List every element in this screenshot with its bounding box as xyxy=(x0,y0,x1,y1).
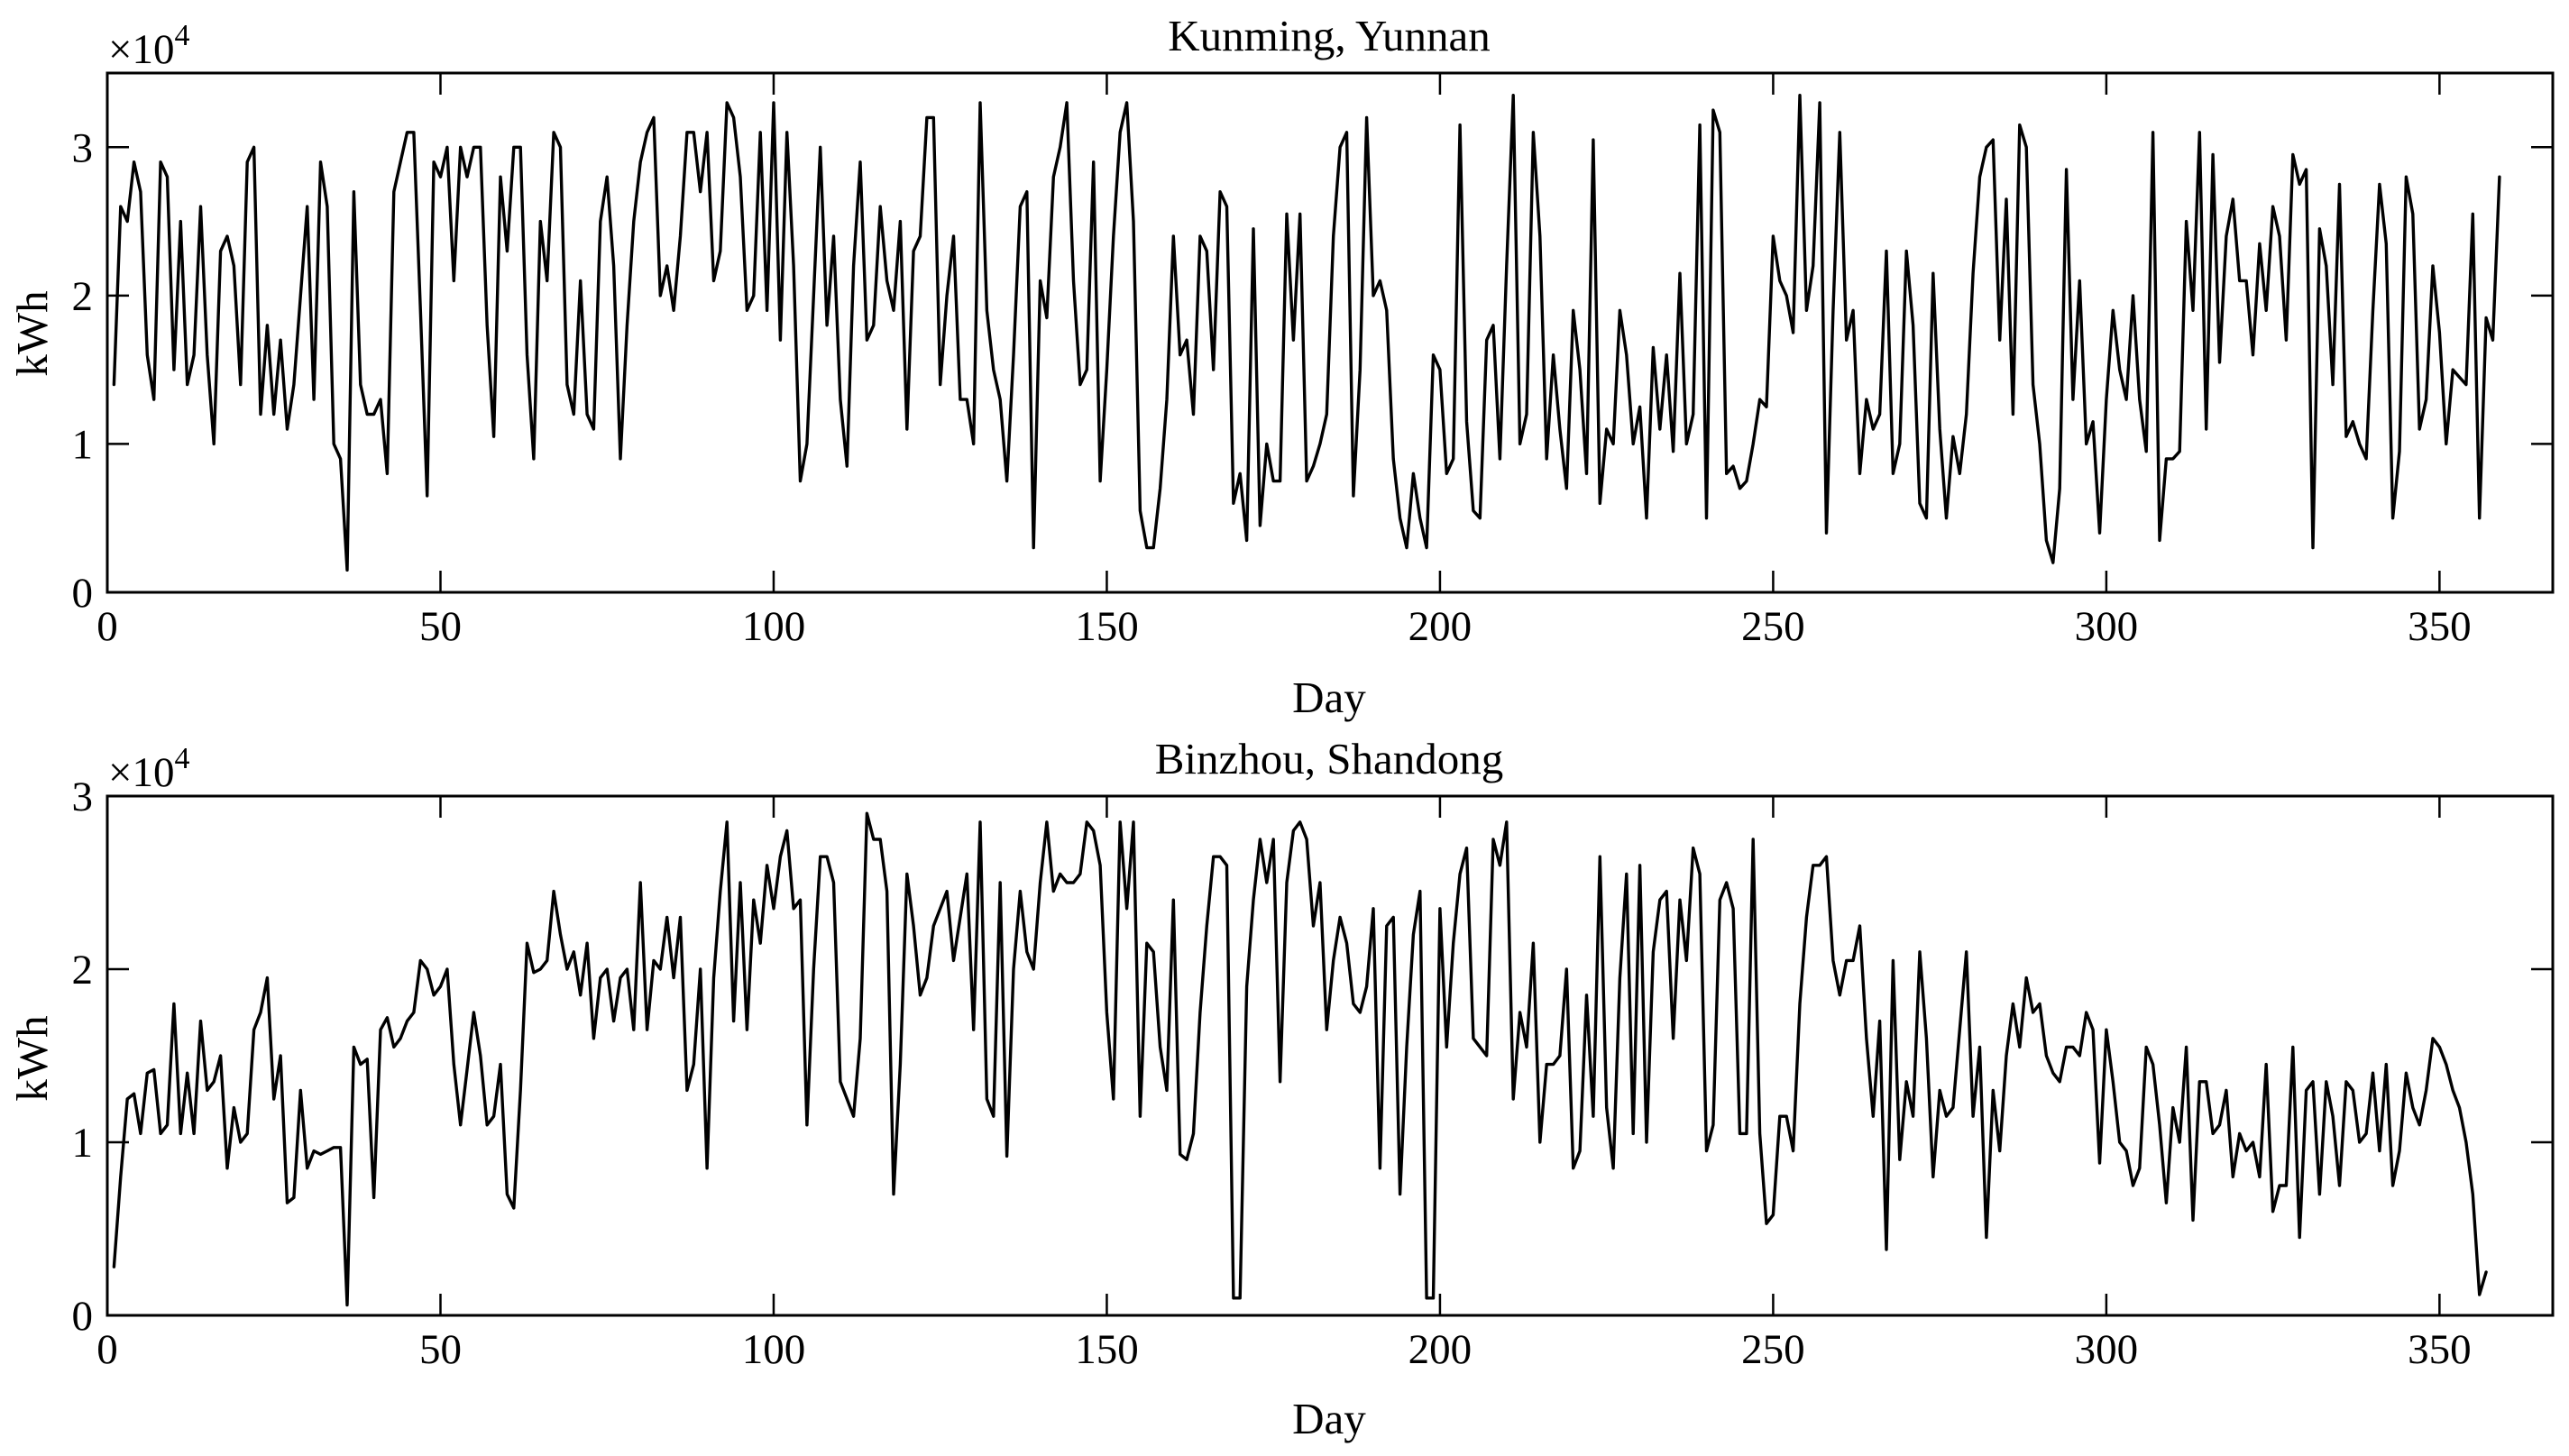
x-tick-label: 300 xyxy=(2075,1326,2139,1373)
y-tick-label: 1 xyxy=(72,421,94,468)
x-axis-label: Day xyxy=(1292,1394,1366,1443)
x-tick-label: 350 xyxy=(2408,1326,2472,1373)
y-tick-label: 1 xyxy=(72,1120,94,1167)
exponent-base: ×10 xyxy=(108,749,175,796)
chart-title: Binzhou, Shandong xyxy=(1155,734,1504,783)
y-tick-label: 0 xyxy=(72,1293,94,1340)
x-tick-label: 300 xyxy=(2075,603,2139,650)
x-tick-label: 50 xyxy=(419,1326,462,1373)
x-axis-label: Day xyxy=(1292,673,1366,722)
exponent-label: ×104 xyxy=(108,19,190,73)
exponent-label: ×104 xyxy=(108,742,190,796)
y-tick-label: 2 xyxy=(72,273,94,320)
exponent-power: 4 xyxy=(175,742,190,775)
x-tick-label: 0 xyxy=(96,1326,118,1373)
x-tick-label: 200 xyxy=(1408,603,1473,650)
y-tick-label: 0 xyxy=(72,570,94,617)
y-tick-label: 3 xyxy=(72,774,94,820)
chart-binzhou: Binzhou, Shandong ×104 kWh Day 0 50 100 150… xyxy=(7,734,2555,1443)
series-line-binzhou xyxy=(112,811,2488,1307)
x-tick-label: 150 xyxy=(1075,603,1139,650)
x-tick-label: 150 xyxy=(1075,1326,1139,1373)
plot-frame xyxy=(106,71,2555,594)
x-tick-label: 250 xyxy=(1741,603,1805,650)
x-tick-label: 100 xyxy=(742,1326,806,1373)
x-tick-label: 50 xyxy=(419,603,462,650)
x-tick-label: 250 xyxy=(1741,1326,1805,1373)
exponent-base: ×10 xyxy=(108,26,175,73)
x-tick-label: 350 xyxy=(2408,603,2472,650)
chart-title: Kunming, Yunnan xyxy=(1168,11,1491,60)
series-line-kunming xyxy=(112,93,2501,572)
plot-frame xyxy=(106,794,2555,1317)
exponent-power: 4 xyxy=(175,19,190,52)
tick-layer: 0 50 100 150 200 250 300 350 0 1 2 3 xyxy=(72,73,2553,650)
y-axis-label: kWh xyxy=(7,1015,57,1101)
chart-kunming: Kunming, Yunnan ×104 kWh Day 0 50 100 150 20… xyxy=(7,11,2555,722)
x-tick-label: 200 xyxy=(1408,1326,1473,1373)
y-tick-label: 2 xyxy=(72,947,94,994)
x-tick-label: 100 xyxy=(742,603,806,650)
y-tick-label: 3 xyxy=(72,124,94,171)
y-axis-label: kWh xyxy=(7,290,57,376)
x-tick-label: 0 xyxy=(96,603,118,650)
